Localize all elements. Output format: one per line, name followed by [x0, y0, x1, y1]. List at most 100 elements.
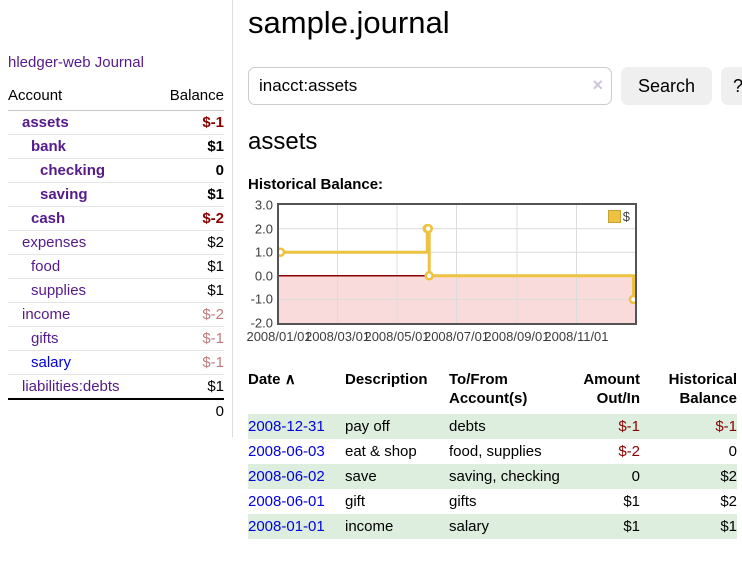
account-link-gifts[interactable]: gifts	[31, 330, 59, 347]
transaction-date-link[interactable]: 2008-06-03	[248, 443, 325, 460]
main-content: sample.journal × Search ? assets Histori…	[233, 0, 742, 539]
x-axis-tick-label: 2008/03/01	[304, 329, 371, 344]
account-row: income $-2	[8, 302, 224, 327]
search-input[interactable]	[248, 67, 612, 105]
transaction-description: eat & shop	[345, 443, 417, 460]
date-column-header[interactable]: Date ∧	[248, 371, 296, 388]
account-link-food[interactable]: food	[31, 258, 61, 275]
account-balance: $1	[153, 374, 224, 400]
transaction-balance: 0	[728, 443, 737, 460]
y-axis-tick-label: 3.0	[254, 197, 273, 213]
x-axis-tick-label: 2008/09/01	[484, 329, 550, 344]
description-column-header: Description	[345, 371, 428, 388]
chart-canvas	[279, 205, 635, 323]
transaction-description: income	[345, 514, 449, 539]
account-link-checking[interactable]: checking	[40, 162, 106, 179]
transaction-row: 2008-06-01 gift gifts $1 $2	[248, 489, 737, 514]
accounts-column-header: Account	[8, 84, 154, 111]
transaction-row: 2008-01-01 income salary $1 $1	[248, 514, 737, 539]
sort-ascending-icon: ∧	[284, 371, 296, 388]
account-link-assets[interactable]: assets	[22, 114, 69, 131]
page-title: sample.journal	[248, 5, 450, 40]
transaction-row: 2008-06-03 eat & shop food, supplies $-2…	[248, 439, 737, 464]
transaction-row: 2008-12-31 pay off debts $-1 $-1	[248, 414, 737, 439]
account-link-cash[interactable]: cash	[31, 210, 66, 227]
amount-column-header: Amount Out/In	[583, 371, 640, 407]
transaction-date-link[interactable]: 2008-01-01	[248, 518, 325, 535]
transaction-description: pay off	[345, 414, 449, 439]
account-balance: $1	[153, 134, 224, 159]
account-row: assets $-1	[8, 110, 224, 135]
register-table: Date ∧ Description To/From Account(s) Am…	[248, 368, 737, 539]
sidebar-item-journal[interactable]: Journal	[94, 54, 144, 71]
search-button[interactable]: Search	[621, 67, 713, 105]
chart-plot-area: $	[277, 203, 637, 325]
account-link-liabilities-debts[interactable]: liabilities:debts	[22, 378, 120, 395]
x-axis-tick-label: 2008/01/01	[246, 329, 312, 344]
account-balance: $2	[153, 230, 224, 255]
transaction-description: save	[345, 464, 449, 489]
account-link-income[interactable]: income	[22, 306, 71, 323]
legend-label: $	[622, 209, 630, 224]
transaction-balance: $-1	[642, 414, 737, 439]
transaction-date-link[interactable]: 2008-06-01	[248, 493, 325, 510]
account-row: salary $-1	[8, 350, 224, 375]
account-link-supplies[interactable]: supplies	[31, 282, 87, 299]
account-balance: $-1	[153, 326, 224, 351]
account-row: bank $1	[8, 134, 224, 159]
account-row: food $1	[8, 254, 224, 279]
clear-search-icon[interactable]: ×	[592, 75, 603, 95]
account-link-salary[interactable]: salary	[31, 354, 72, 371]
transaction-row: 2008-06-02 save saving, checking 0 $2	[248, 464, 737, 489]
account-row: checking 0	[8, 158, 224, 183]
search-form: × Search ?	[248, 67, 742, 105]
account-balance: $1	[153, 254, 224, 279]
chart-legend: $	[605, 208, 632, 225]
account-balance: $1	[153, 182, 224, 207]
register-header-row: Date ∧ Description To/From Account(s) Am…	[248, 368, 737, 414]
help-button[interactable]: ?	[721, 67, 742, 105]
transaction-date-link[interactable]: 2008-12-31	[248, 418, 325, 435]
transaction-balance: $2	[642, 464, 737, 489]
x-axis-tick-label: 2008/07/01	[423, 329, 490, 344]
transaction-amount: 0	[561, 464, 642, 489]
account-row: supplies $1	[8, 278, 224, 303]
account-row: cash $-2	[8, 206, 224, 231]
y-axis-tick-label: -1.0	[250, 291, 273, 307]
y-axis-tick-label: 2.0	[254, 221, 273, 237]
brand-link[interactable]: hledger-web	[8, 54, 91, 71]
account-balance: 0	[153, 158, 224, 183]
x-axis-tick-label: 2008/05/01	[364, 329, 430, 344]
transaction-accounts: food, supplies	[449, 443, 542, 460]
transaction-amount: $1	[561, 514, 642, 539]
balance-column-header: Balance	[153, 84, 224, 111]
sidebar: hledger-web Journal Account Balance asse…	[0, 0, 233, 437]
account-balance: $1	[153, 278, 224, 303]
account-row: saving $1	[8, 182, 224, 207]
transaction-balance: $2	[720, 493, 737, 510]
y-axis-tick-label: -2.0	[250, 315, 273, 331]
transaction-accounts: gifts	[449, 493, 477, 510]
account-balance: $-2	[153, 302, 224, 327]
app-window: hledger-web Journal Account Balance asse…	[0, 0, 742, 539]
accounts-total-row: 0	[8, 398, 224, 423]
account-row: expenses $2	[8, 230, 224, 255]
search-box: ×	[248, 67, 612, 105]
legend-swatch-icon	[607, 210, 621, 223]
account-link-expenses[interactable]: expenses	[22, 234, 87, 251]
transaction-accounts: debts	[449, 414, 561, 439]
y-axis-tick-label: 1.0	[254, 244, 273, 260]
accounts-column-header: To/From Account(s)	[449, 371, 528, 407]
transaction-accounts: saving, checking	[449, 464, 561, 489]
transaction-amount: $-2	[618, 443, 640, 460]
account-row: gifts $-1	[8, 326, 224, 351]
transaction-date-link[interactable]: 2008-06-02	[248, 468, 325, 485]
account-link-saving[interactable]: saving	[40, 186, 88, 203]
account-link-bank[interactable]: bank	[31, 138, 67, 155]
x-axis-tick-label: 2008/11/01	[544, 329, 609, 344]
accounts-table: Account Balance assets $-1 bank $1 check…	[8, 84, 224, 423]
transaction-amount: $1	[623, 493, 640, 510]
transaction-balance: $1	[642, 514, 737, 539]
account-balance: $-2	[153, 206, 224, 231]
historical-balance-chart: $ 3.0 2.0 1.0 0.0 -1.0 -2.0 2008/01/01 2008/03…	[246, 199, 668, 345]
